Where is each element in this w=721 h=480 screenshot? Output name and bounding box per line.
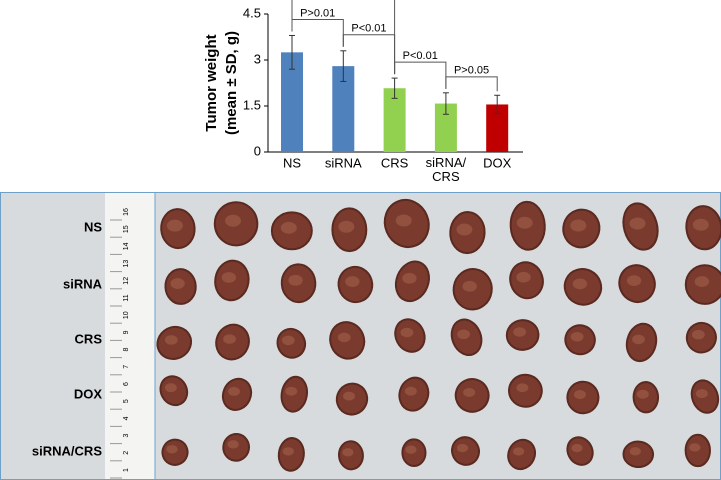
ruler-label: 11 — [123, 294, 130, 301]
row-label: CRS — [75, 331, 103, 346]
tumor-highlight — [342, 448, 354, 457]
row-label: DOX — [74, 386, 103, 401]
tumor-highlight — [280, 221, 297, 234]
tumor-highlight — [695, 389, 708, 399]
significance-label: P<0.01 — [403, 50, 438, 62]
tumor-highlight — [285, 386, 298, 396]
x-tick-label: DOX — [483, 155, 512, 170]
tumor-highlight — [629, 217, 646, 230]
tumor-highlight — [166, 219, 183, 232]
tumor-highlight — [402, 272, 417, 284]
tumor-highlight — [404, 386, 417, 396]
tumor-highlight — [395, 214, 412, 227]
significance-label: P>0.05 — [454, 65, 489, 77]
tumor-highlight — [405, 445, 417, 454]
tumor-highlight — [691, 329, 705, 340]
x-tick-label: siRNA/CRS — [426, 155, 467, 184]
y-axis-label: Tumor weight — [203, 34, 220, 131]
tumor-highlight — [570, 331, 584, 342]
tumor-highlight — [338, 220, 355, 233]
significance-bracket — [445, 76, 498, 92]
tumor-highlight — [282, 447, 294, 456]
tumor-highlight — [573, 390, 586, 400]
ruler-label: 15 — [123, 225, 130, 233]
significance-label: P>0.01 — [300, 7, 335, 19]
tumor-highlight — [689, 443, 701, 452]
tumor-highlight — [513, 447, 525, 456]
row-label: siRNA — [63, 276, 103, 291]
tumor-highlight — [632, 334, 645, 345]
ruler-label: 8 — [123, 348, 130, 352]
ruler-label: 5 — [123, 399, 130, 403]
tumor-highlight — [694, 276, 710, 287]
ruler-label: 3 — [123, 434, 130, 438]
y-axis-label: (mean ± SD, g) — [223, 31, 240, 135]
tumor-highlight — [636, 389, 649, 399]
tumor-highlight — [345, 276, 360, 287]
tumor-highlight — [342, 391, 355, 401]
tumor-highlight — [227, 440, 239, 449]
row-label: siRNA/CRS — [32, 443, 102, 458]
significance-bracket — [394, 61, 447, 89]
x-tick-label: CRS — [381, 155, 409, 170]
tumor-highlight — [463, 387, 476, 397]
tumor-highlight — [221, 272, 237, 283]
x-tick-label: siRNA — [325, 155, 362, 170]
bar — [281, 52, 303, 153]
tumor-highlight — [337, 332, 351, 343]
ruler-label: 2 — [123, 451, 130, 455]
ruler-label: 10 — [123, 311, 130, 319]
tumor-highlight — [228, 386, 241, 396]
tumor-highlight — [692, 218, 709, 231]
significance-bracket — [291, 0, 396, 75]
significance-bracket — [291, 18, 344, 47]
ruler-label: 9 — [123, 330, 130, 334]
bar — [434, 103, 457, 152]
tumor-highlight — [516, 383, 529, 393]
tumor-highlight — [456, 223, 473, 236]
tumor-highlight — [225, 214, 242, 227]
y-tick-label: 3 — [254, 51, 261, 66]
row-label: NS — [84, 219, 102, 234]
ruler — [105, 193, 155, 479]
tumor-highlight — [516, 216, 533, 229]
tumor-highlight — [166, 445, 178, 454]
ruler-label: 12 — [123, 277, 130, 285]
bar — [486, 104, 509, 152]
tumor-highlight — [571, 443, 583, 453]
ruler-label: 6 — [123, 382, 130, 386]
significance-bracket — [342, 34, 396, 75]
significance-label: P<0.01 — [351, 23, 386, 35]
bar — [332, 66, 355, 152]
ruler-label: 7 — [123, 365, 130, 369]
tumor-highlight — [513, 327, 527, 337]
tumor-highlight — [456, 443, 469, 453]
tumor-highlight — [516, 271, 531, 283]
x-tick-label: NS — [283, 155, 301, 170]
tumor-highlight — [570, 219, 587, 232]
tumor-highlight — [629, 447, 641, 456]
tumor-highlight — [164, 383, 177, 393]
ruler-label: 16 — [123, 208, 130, 216]
ruler-label: 13 — [123, 260, 130, 268]
tumor-highlight — [400, 327, 414, 338]
tumor-highlight — [288, 274, 303, 286]
tumor-highlight — [223, 334, 236, 344]
tumor-highlight — [572, 278, 588, 290]
ruler-label: 4 — [123, 416, 130, 420]
tumor-highlight — [170, 278, 185, 289]
y-tick-label: 1.5 — [243, 97, 261, 112]
ruler-label: 14 — [123, 242, 130, 250]
tumor-highlight — [164, 335, 178, 345]
tumor-highlight — [281, 335, 295, 346]
y-tick-label: 4.5 — [243, 5, 261, 20]
y-tick-label: 0 — [254, 143, 261, 158]
tumor-highlight — [462, 280, 477, 292]
tumor-highlight — [457, 329, 470, 340]
ruler-label: 1 — [123, 468, 130, 472]
bar — [383, 88, 406, 152]
tumor-highlight — [626, 275, 642, 286]
